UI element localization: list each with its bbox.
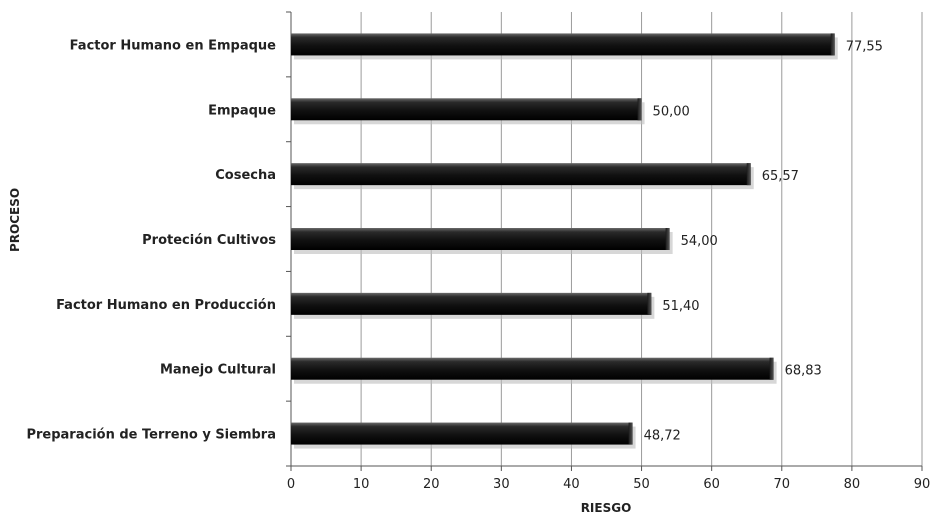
x-tick-label: 40: [563, 477, 580, 492]
category-label: Empaque: [208, 103, 276, 118]
bars: [291, 33, 838, 449]
bar: [291, 98, 642, 121]
x-tick-label: 10: [353, 477, 370, 492]
data-label: 50,00: [653, 104, 690, 119]
x-tick-label: 60: [703, 477, 720, 492]
category-label: Proteción Cultivos: [142, 233, 276, 248]
bar-end-cap: [769, 357, 774, 380]
x-tick-label: 0: [287, 477, 295, 492]
bar-end-cap: [665, 228, 670, 250]
bar: [291, 292, 652, 315]
data-label: 65,57: [762, 169, 799, 184]
bar: [291, 357, 774, 380]
x-tick-label: 50: [633, 477, 650, 492]
data-label: 68,83: [785, 364, 822, 379]
data-label: 48,72: [644, 429, 681, 444]
x-tick-label: 20: [423, 477, 440, 492]
bar-end-cap: [637, 98, 642, 121]
labels: 0 10 20 30 40 50 60 70 80 90 Factor Humano en Empa…: [26, 38, 930, 492]
bar-end-cap: [628, 422, 633, 445]
x-tick-label: 90: [914, 477, 931, 492]
category-label: Manejo Cultural: [160, 363, 276, 378]
x-tick-label: 70: [774, 477, 791, 492]
category-label: Factor Humano en Producción: [56, 298, 276, 313]
x-tick-label: 30: [493, 477, 510, 492]
data-label: 51,40: [662, 299, 699, 314]
category-label: Cosecha: [215, 168, 276, 183]
bar: [291, 422, 633, 445]
x-axis-title: RIESGO: [581, 501, 632, 514]
y-axis-title: PROCESO: [8, 188, 22, 252]
category-label: Preparación de Terreno y Siembra: [26, 428, 276, 443]
bar: [291, 33, 835, 56]
data-label: 77,55: [846, 39, 883, 54]
bar-end-cap: [746, 163, 751, 186]
bar: [291, 228, 670, 250]
bar-end-cap: [830, 33, 835, 56]
category-label: Factor Humano en Empaque: [70, 38, 277, 53]
x-tick-label: 80: [844, 477, 861, 492]
bar-end-cap: [647, 292, 652, 315]
data-label: 54,00: [681, 234, 718, 249]
bar: [291, 163, 751, 186]
